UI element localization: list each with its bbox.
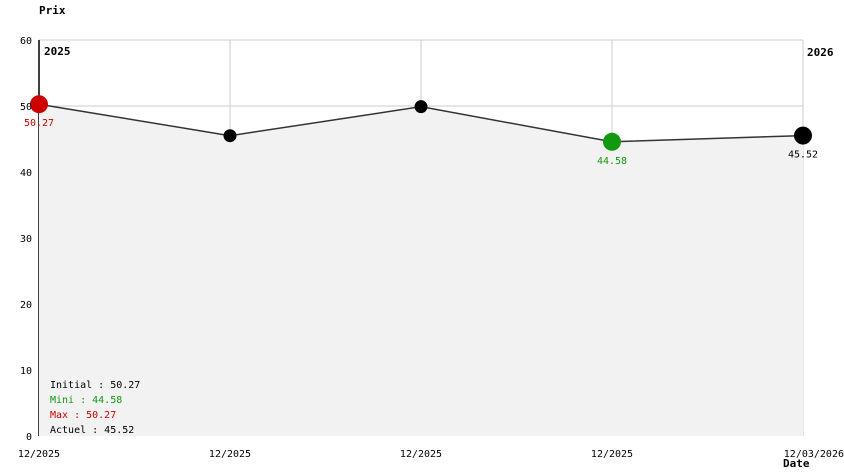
data-point: [414, 100, 428, 114]
data-point: [30, 95, 48, 114]
y-tick-label: 40: [20, 168, 32, 179]
data-point: [794, 126, 812, 145]
x-tick-label: 12/2025: [400, 449, 442, 460]
y-tick-label: 10: [20, 366, 32, 377]
period-label-2025: 2025: [44, 45, 71, 58]
y-tick-label: 20: [20, 300, 32, 311]
y-tick-label: 0: [26, 432, 32, 443]
x-tick-label: 12/2025: [18, 449, 60, 460]
x-tick-label: 12/2025: [209, 449, 251, 460]
area-fill: [39, 104, 803, 436]
chart-legend: Initial : 50.27 Mini : 44.58 Max : 50.27 Ac…: [50, 378, 140, 438]
point-value-label: 44.58: [597, 156, 627, 167]
data-point: [223, 129, 237, 143]
legend-item: Initial : 50.27: [50, 380, 141, 391]
legend-item: Max : 50.27: [50, 410, 117, 421]
y-axis-title: Prix: [39, 4, 66, 17]
y-tick-label: 50: [20, 102, 32, 113]
x-axis-title: Date: [783, 457, 810, 470]
data-point: [603, 132, 621, 151]
x-tick-label: 12/03/2026: [784, 449, 844, 460]
point-value-label: 50.27: [24, 118, 54, 129]
y-tick-label: 60: [20, 36, 32, 47]
legend-item: Mini : 44.58: [50, 395, 123, 406]
x-tick-label: 12/2025: [591, 449, 633, 460]
point-value-label: 45.52: [788, 150, 818, 161]
y-tick-label: 30: [20, 234, 32, 245]
period-label-2026: 2026: [807, 46, 834, 59]
legend-item: Actuel : 45.52: [50, 425, 135, 436]
